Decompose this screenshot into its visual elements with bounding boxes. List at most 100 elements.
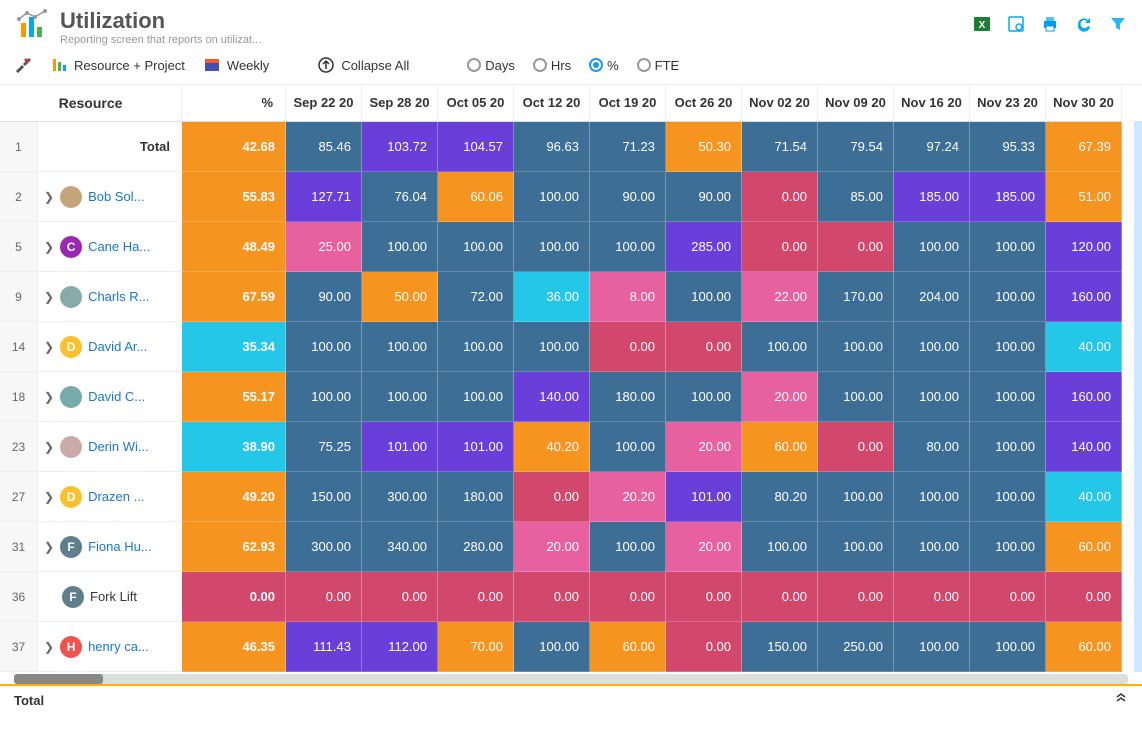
resource-cell[interactable]: ❯ D David Ar... [38,322,182,372]
resource-cell[interactable]: ❯ David C... [38,372,182,422]
expand-chevron-icon[interactable]: ❯ [44,440,54,454]
data-cell: 101.00 [666,472,742,522]
col-header-date[interactable]: Oct 26 20 [666,85,742,122]
data-cell: 60.06 [438,172,514,222]
resource-name[interactable]: David Ar... [88,339,147,354]
resource-cell[interactable]: FFork Lift [38,572,182,622]
resource-cell[interactable]: ❯ F Fiona Hu... [38,522,182,572]
radio-circle-icon [589,58,603,72]
resource-cell[interactable]: ❯Hhenry ca... [38,622,182,672]
utilization-grid: Resource%Sep 22 20Sep 28 20Oct 05 20Oct … [0,85,1142,672]
resource-name[interactable]: Derin Wi... [88,439,149,454]
export-excel-icon[interactable]: X [972,14,992,34]
expand-chevron-icon[interactable]: ❯ [44,190,54,204]
data-cell: 100.00 [438,372,514,422]
data-cell: 100.00 [362,222,438,272]
expand-chevron-icon[interactable]: ❯ [44,490,54,504]
preview-icon[interactable] [1006,14,1026,34]
data-cell: 0.00 [818,422,894,472]
avatar-icon: D [60,486,82,508]
data-cell: 100.00 [894,522,970,572]
resource-project-button[interactable]: Resource + Project [50,56,185,74]
data-cell: 160.00 [1046,372,1122,422]
print-icon[interactable] [1040,14,1060,34]
col-header-pct[interactable]: % [182,85,286,122]
data-cell: 127.71 [286,172,362,222]
resource-cell[interactable]: ❯ Derin Wi... [38,422,182,472]
period-button[interactable]: Weekly [203,56,269,74]
resource-name[interactable]: David C... [88,389,145,404]
resource-name[interactable]: henry ca... [88,639,149,654]
col-header-date[interactable]: Oct 05 20 [438,85,514,122]
avatar-icon: D [60,336,82,358]
data-cell: 90.00 [590,172,666,222]
radio-circle-icon [637,58,651,72]
unit-radio-group: Days Hrs% FTE [467,58,679,73]
col-header-date[interactable]: Sep 22 20 [286,85,362,122]
col-header-date[interactable]: Nov 16 20 [894,85,970,122]
resource-cell[interactable]: ❯ Charls R... [38,272,182,322]
expand-chevron-icon[interactable]: ❯ [44,390,54,404]
data-cell: 100.00 [590,422,666,472]
col-header-date[interactable]: Oct 19 20 [590,85,666,122]
radio-label: Days [485,58,515,73]
avatar-icon: C [60,236,82,258]
data-cell: 100.00 [970,372,1046,422]
resource-name[interactable]: Drazen ... [88,489,144,504]
data-cell: 50.00 [362,272,438,322]
col-header-date[interactable]: Nov 30 20 [1046,85,1122,122]
data-cell: 85.00 [818,172,894,222]
data-cell: 20.20 [590,472,666,522]
radio-days[interactable]: Days [467,58,515,73]
col-header-date[interactable]: Oct 12 20 [514,85,590,122]
resource-cell[interactable]: ❯ Bob Sol... [38,172,182,222]
data-cell: 0.00 [742,222,818,272]
row-number: 2 [0,172,38,222]
col-header-resource[interactable]: Resource [0,85,182,122]
data-cell: 100.00 [514,622,590,672]
expand-chevron-icon[interactable]: ❯ [44,340,54,354]
radio-fte[interactable]: FTE [637,58,680,73]
resource-cell[interactable]: ❯ C Cane Ha... [38,222,182,272]
radio-hrs[interactable]: Hrs [533,58,571,73]
expand-chevron-icon[interactable]: ❯ [44,640,54,654]
data-cell: 50.30 [666,122,742,172]
data-cell: 100.00 [894,322,970,372]
pct-cell: 48.49 [182,222,286,272]
footer-collapse-icon[interactable] [1114,692,1128,709]
collapse-all-button[interactable]: Collapse All [317,56,409,74]
col-header-date[interactable]: Nov 02 20 [742,85,818,122]
refresh-icon[interactable] [1074,14,1094,34]
filter-icon[interactable] [1108,14,1128,34]
resource-name[interactable]: Fiona Hu... [88,539,152,554]
resource-name[interactable]: Fork Lift [90,589,137,604]
data-cell: 0.00 [590,572,666,622]
data-cell: 97.24 [894,122,970,172]
col-header-date[interactable]: Nov 23 20 [970,85,1046,122]
avatar-icon: F [60,536,82,558]
data-cell: 0.00 [742,572,818,622]
col-header-date[interactable]: Nov 09 20 [818,85,894,122]
right-edge-indicator [1134,121,1142,672]
expand-chevron-icon[interactable]: ❯ [44,540,54,554]
resource-cell[interactable]: Total [38,122,182,172]
resource-name[interactable]: Charls R... [88,289,149,304]
resource-cell[interactable]: ❯ D Drazen ... [38,472,182,522]
col-header-date[interactable]: Sep 28 20 [362,85,438,122]
row-number: 1 [0,122,38,172]
page-subtitle: Reporting screen that reports on utiliza… [60,34,261,46]
data-cell: 0.00 [514,572,590,622]
resource-name[interactable]: Bob Sol... [88,189,144,204]
svg-text:X: X [979,20,986,31]
resource-name[interactable]: Cane Ha... [88,239,150,254]
pct-cell: 46.35 [182,622,286,672]
data-cell: 140.00 [514,372,590,422]
expand-chevron-icon[interactable]: ❯ [44,240,54,254]
data-cell: 100.00 [894,622,970,672]
radio-%[interactable]: % [589,58,619,73]
expand-chevron-icon[interactable]: ❯ [44,290,54,304]
settings-button[interactable] [14,56,32,74]
horizontal-scrollbar[interactable] [14,674,1128,684]
data-cell: 170.00 [818,272,894,322]
data-cell: 85.46 [286,122,362,172]
